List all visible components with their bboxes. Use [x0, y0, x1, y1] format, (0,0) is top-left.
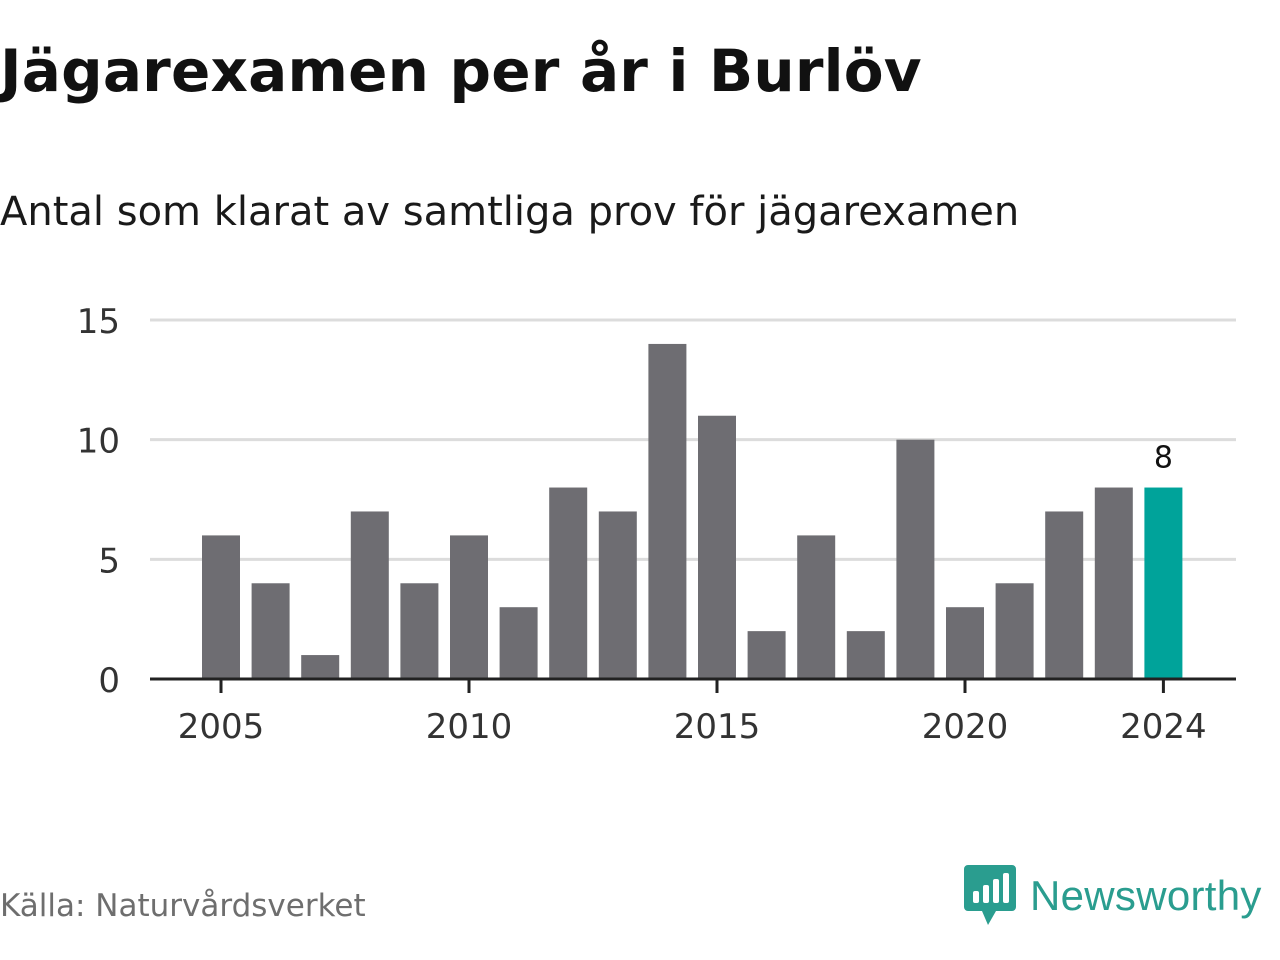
bar-2005 [202, 535, 240, 679]
bar-2022 [1045, 511, 1084, 679]
bar-2017 [797, 535, 836, 679]
chart-subtitle: Antal som klarat av samtliga prov för jä… [0, 189, 1020, 235]
brand-name: Newsworthy [1030, 872, 1262, 919]
brand-logo: Newsworthy [964, 864, 1262, 928]
bar-2024 [1144, 487, 1183, 679]
y-tick-label: 5 [98, 541, 120, 581]
y-tick-label: 15 [77, 302, 120, 342]
bar-2020 [946, 607, 984, 679]
x-tick-label: 2024 [1120, 707, 1207, 747]
bar-2016 [747, 631, 786, 679]
newsworthy-logo-icon [964, 865, 1016, 925]
bar-2008 [350, 511, 389, 679]
x-tick-label: 2005 [178, 707, 265, 747]
bar-2013 [598, 511, 637, 679]
bar-2010 [450, 535, 488, 679]
y-tick-label: 0 [98, 661, 120, 701]
bar-2023 [1094, 487, 1133, 679]
bar-2011 [499, 607, 538, 679]
source-note: Källa: Naturvårdsverket [0, 888, 366, 924]
bar-2009 [400, 583, 439, 679]
bar-2006 [251, 583, 290, 679]
bar-2015 [698, 415, 736, 679]
bar-2007 [301, 655, 340, 679]
x-tick-label: 2010 [426, 707, 513, 747]
bar-2018 [846, 631, 885, 679]
x-tick-label: 2015 [674, 707, 761, 747]
bar-2019 [896, 439, 935, 679]
bar-2021 [995, 583, 1034, 679]
data-label: 8 [1154, 441, 1173, 476]
x-tick-label: 2020 [922, 707, 1009, 747]
y-tick-label: 10 [77, 422, 120, 462]
chart-title: Jägarexamen per år i Burlöv [0, 37, 922, 105]
bar-2014 [648, 343, 687, 679]
bar-2012 [549, 487, 588, 679]
